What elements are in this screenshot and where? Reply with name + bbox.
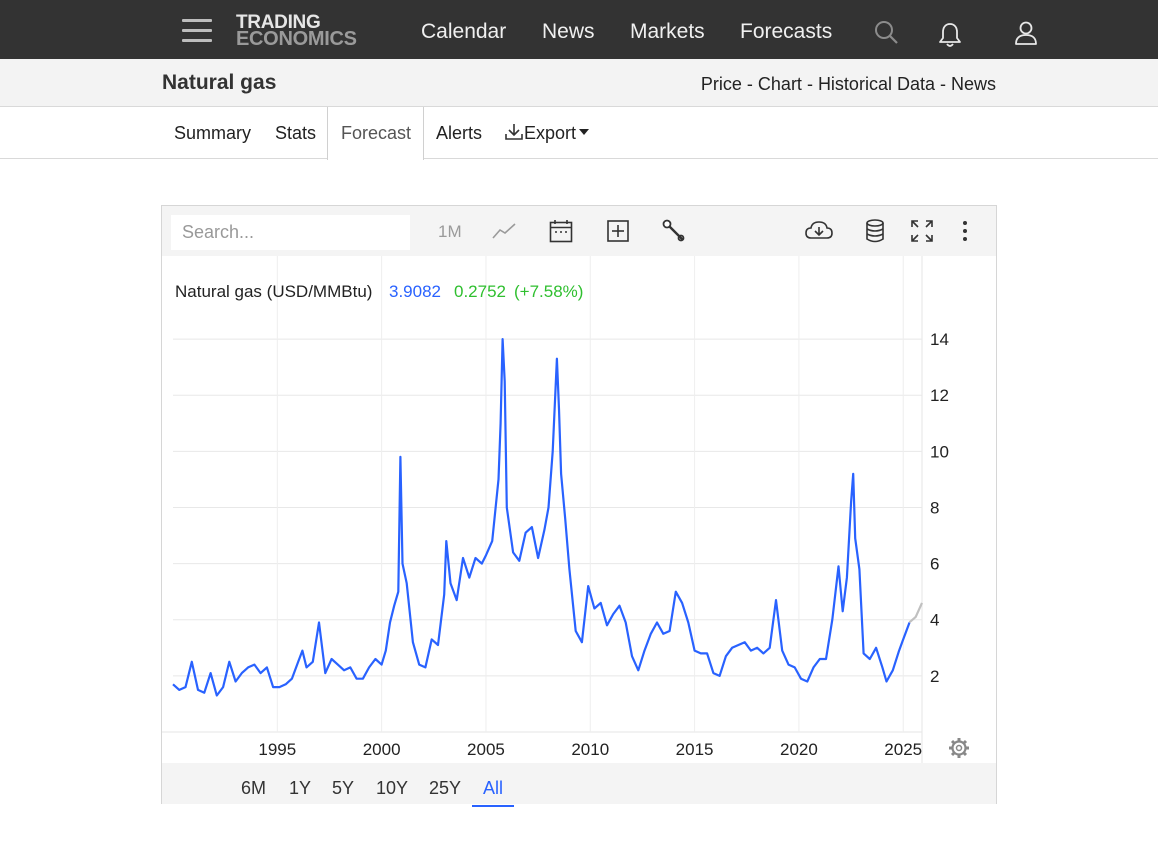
y-tick-label: 14 <box>930 330 949 349</box>
x-tick-label: 2000 <box>363 740 401 759</box>
tab-summary[interactable]: Summary <box>174 123 252 143</box>
hamburger-menu-icon[interactable] <box>182 19 212 43</box>
tab-bar: Summary Stats Forecast Alerts Export <box>0 107 1158 160</box>
x-tick-label: 1995 <box>258 740 296 759</box>
export-label: Export <box>524 123 577 143</box>
forecast-series-line <box>908 602 924 624</box>
search-icon[interactable] <box>873 19 899 45</box>
chart-search-input[interactable] <box>171 215 410 250</box>
price-series-line <box>172 338 911 697</box>
range-selector: 6M 1Y 5Y 10Y 25Y All <box>162 763 996 807</box>
breadcrumb-chart[interactable]: Chart <box>757 74 802 94</box>
chart-change: 0.2752 <box>454 282 506 301</box>
trading-economics-logo[interactable]: TRADING ECONOMICS <box>236 12 357 50</box>
y-tick-label: 6 <box>930 555 939 574</box>
nav-markets[interactable]: Markets <box>630 20 705 43</box>
chart-last-value: 3.9082 <box>389 282 441 301</box>
breadcrumb-separator: - <box>741 74 758 94</box>
tab-alerts[interactable]: Alerts <box>436 123 483 143</box>
page-header: Natural gas Price - Chart - Historical D… <box>0 59 1158 107</box>
x-tick-label: 2015 <box>676 740 714 759</box>
chart-legend-label: Natural gas (USD/MMBtu) <box>175 282 372 301</box>
nav-calendar[interactable]: Calendar <box>421 20 507 43</box>
x-tick-label: 2010 <box>571 740 609 759</box>
wrench-icon[interactable] <box>661 218 687 244</box>
database-icon[interactable] <box>862 218 888 244</box>
calendar-icon[interactable] <box>548 218 574 244</box>
plot-area[interactable]: 2 4 6 8 10 12 14 1995 2000 2005 2010 2015 2020 2025 N… <box>162 256 996 763</box>
chart-change-pct: (+7.58%) <box>514 282 583 301</box>
breadcrumb-separator: - <box>801 74 818 94</box>
fullscreen-icon[interactable] <box>909 218 935 244</box>
nav-news[interactable]: News <box>542 20 595 43</box>
range-all[interactable]: All <box>472 778 515 807</box>
x-tick-label: 2020 <box>780 740 818 759</box>
y-tick-label: 8 <box>930 498 939 517</box>
y-tick-label: 2 <box>930 667 939 686</box>
y-tick-label: 10 <box>930 442 949 461</box>
breadcrumb: Price - Chart - Historical Data - News <box>701 74 996 95</box>
logo-line1: TRADING <box>236 12 321 33</box>
breadcrumb-price[interactable]: Price <box>700 74 742 94</box>
x-tick-label: 2025 <box>884 740 922 759</box>
more-vert-icon[interactable] <box>952 218 978 244</box>
breadcrumb-historical-data[interactable]: Historical Data <box>817 74 935 94</box>
x-tick-label: 2005 <box>467 740 505 759</box>
price-chart[interactable]: 2 4 6 8 10 12 14 1995 2000 2005 2010 2015 2020 2025 N… <box>162 256 996 763</box>
tab-stats[interactable]: Stats <box>275 123 317 143</box>
top-nav: TRADING ECONOMICS Calendar News Markets … <box>0 0 1158 59</box>
tab-forecast[interactable]: Forecast <box>327 107 424 160</box>
range-1y[interactable]: 1Y <box>289 778 312 798</box>
breadcrumb-news[interactable]: News <box>950 74 996 94</box>
download-icon <box>505 124 523 140</box>
chart-toolbar: 1M <box>162 206 996 256</box>
line-chart-icon[interactable] <box>491 218 517 244</box>
nav-forecasts[interactable]: Forecasts <box>740 20 833 43</box>
user-icon[interactable] <box>1013 20 1039 46</box>
breadcrumb-separator: - <box>934 74 951 94</box>
download-cloud-icon[interactable] <box>804 218 834 244</box>
bell-icon[interactable] <box>937 22 963 48</box>
range-25y[interactable]: 25Y <box>429 778 462 798</box>
chart-widget: 1M <box>161 205 997 807</box>
logo-line2: ECONOMICS <box>236 28 357 50</box>
add-compare-icon[interactable] <box>605 218 631 244</box>
page-title: Natural gas <box>162 71 277 94</box>
range-5y[interactable]: 5Y <box>332 778 355 798</box>
y-tick-label: 4 <box>930 611 939 630</box>
range-10y[interactable]: 10Y <box>376 778 409 798</box>
range-6m[interactable]: 6M <box>241 778 267 798</box>
caret-down-icon <box>579 129 590 135</box>
tab-export[interactable]: Export <box>504 107 590 159</box>
y-tick-label: 12 <box>930 386 949 405</box>
interval-selector[interactable]: 1M <box>438 222 462 241</box>
settings-gear-icon[interactable] <box>949 738 969 758</box>
